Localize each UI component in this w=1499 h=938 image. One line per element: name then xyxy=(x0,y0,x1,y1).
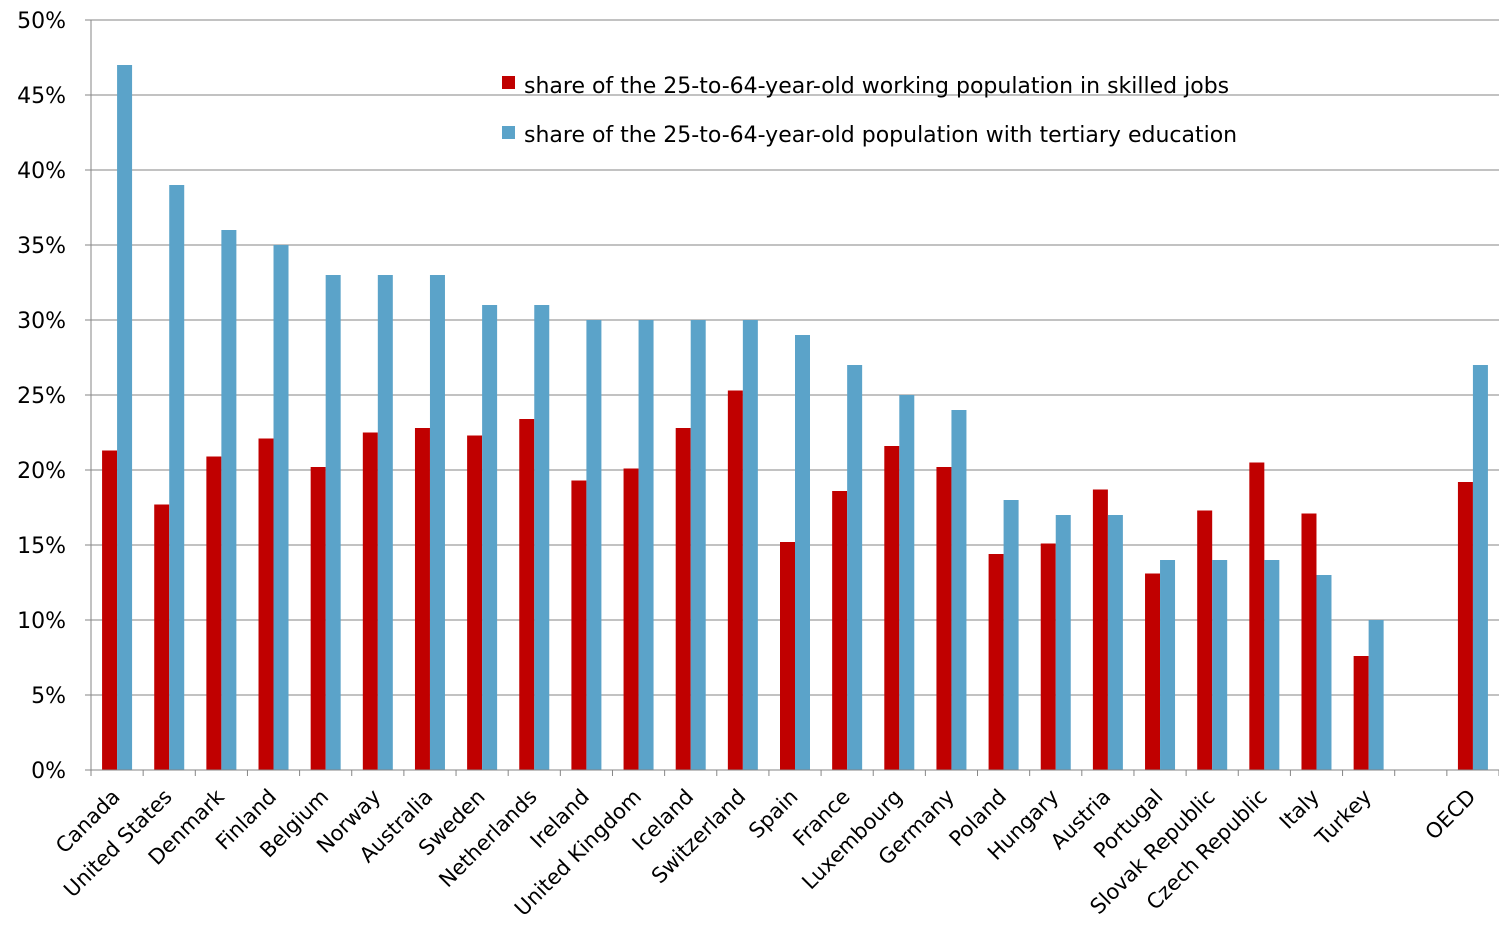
bar-tertiary-education xyxy=(325,275,341,770)
bar-tertiary-education xyxy=(847,365,863,770)
legend-swatch-tertiary-education xyxy=(502,126,515,139)
legend-label-tertiary-education: share of the 25-to-64-year-old populatio… xyxy=(524,123,1237,148)
bar-tertiary-education xyxy=(221,230,237,770)
bar-skilled-jobs xyxy=(1249,462,1265,770)
y-tick-label: 0% xyxy=(31,759,66,784)
y-tick-label: 15% xyxy=(17,534,66,559)
bar-tertiary-education xyxy=(1003,500,1019,770)
bar-skilled-jobs xyxy=(675,428,691,770)
bar-tertiary-education xyxy=(1212,560,1228,770)
bar-tertiary-education xyxy=(429,275,445,770)
y-tick-label: 20% xyxy=(17,459,66,484)
bar-tertiary-education xyxy=(690,320,706,770)
y-tick-label: 35% xyxy=(17,234,66,259)
bar-tertiary-education xyxy=(482,305,498,770)
bar-skilled-jobs xyxy=(832,491,848,770)
bar-skilled-jobs xyxy=(310,467,326,770)
bar-skilled-jobs xyxy=(936,467,952,770)
bar-skilled-jobs xyxy=(571,480,587,770)
bar-tertiary-education xyxy=(1316,575,1332,770)
x-tick-label: Turkey xyxy=(1310,785,1376,851)
bar-skilled-jobs xyxy=(1457,482,1473,770)
bar-tertiary-education xyxy=(1055,515,1071,770)
bar-tertiary-education xyxy=(795,335,810,770)
bar-tertiary-education xyxy=(951,410,967,770)
bar-skilled-jobs xyxy=(884,446,900,770)
bar-tertiary-education xyxy=(534,305,550,770)
bar-skilled-jobs xyxy=(1145,573,1161,770)
bar-tertiary-education xyxy=(586,320,602,770)
legend-label-skilled-jobs: share of the 25-to-64-year-old working p… xyxy=(524,74,1229,99)
bar-skilled-jobs xyxy=(258,438,274,770)
bar-skilled-jobs xyxy=(780,542,795,770)
y-tick-label: 25% xyxy=(17,384,66,409)
bar-skilled-jobs xyxy=(1040,543,1056,770)
y-tick-label: 30% xyxy=(17,309,66,334)
bar-skilled-jobs xyxy=(414,428,430,770)
y-tick-label: 5% xyxy=(31,684,66,709)
bar-tertiary-education xyxy=(1160,560,1176,770)
bar-skilled-jobs xyxy=(206,456,222,770)
bar-skilled-jobs xyxy=(1197,510,1213,770)
bars xyxy=(102,65,1488,770)
axes xyxy=(90,20,1499,776)
bar-skilled-jobs xyxy=(988,554,1004,770)
bar-tertiary-education xyxy=(638,320,654,770)
bar-tertiary-education xyxy=(1472,365,1488,770)
bar-skilled-jobs xyxy=(519,419,535,770)
y-tick-label: 40% xyxy=(17,159,66,184)
legend: share of the 25-to-64-year-old working p… xyxy=(502,74,1237,148)
bar-tertiary-education xyxy=(273,245,289,770)
bar-tertiary-education xyxy=(1107,515,1123,770)
bar-skilled-jobs xyxy=(1301,513,1317,770)
y-tick-label: 10% xyxy=(17,609,66,634)
bar-tertiary-education xyxy=(899,395,915,770)
bar-tertiary-education xyxy=(169,185,185,770)
y-tick-label: 50% xyxy=(17,9,66,34)
bar-skilled-jobs xyxy=(362,432,378,770)
bar-tertiary-education xyxy=(117,65,133,770)
bar-skilled-jobs xyxy=(623,468,639,770)
bar-skilled-jobs xyxy=(102,450,118,770)
bar-tertiary-education xyxy=(1264,560,1280,770)
y-tick-label: 45% xyxy=(17,84,66,109)
bar-skilled-jobs xyxy=(1353,656,1369,770)
legend-swatch-skilled-jobs xyxy=(502,76,515,89)
bar-skilled-jobs xyxy=(467,435,483,770)
y-axis-tick-labels: 0% 5% 10% 15% 20% 25% 30% 35% 40% 45% 50% xyxy=(17,9,66,784)
bar-tertiary-education xyxy=(742,320,758,770)
bar-skilled-jobs xyxy=(727,390,743,770)
bar-skilled-jobs xyxy=(154,504,170,770)
bar-tertiary-education xyxy=(1368,620,1384,770)
bar-skilled-jobs xyxy=(1092,489,1108,770)
x-tick-label: OECD xyxy=(1421,785,1481,845)
bar-tertiary-education xyxy=(377,275,393,770)
